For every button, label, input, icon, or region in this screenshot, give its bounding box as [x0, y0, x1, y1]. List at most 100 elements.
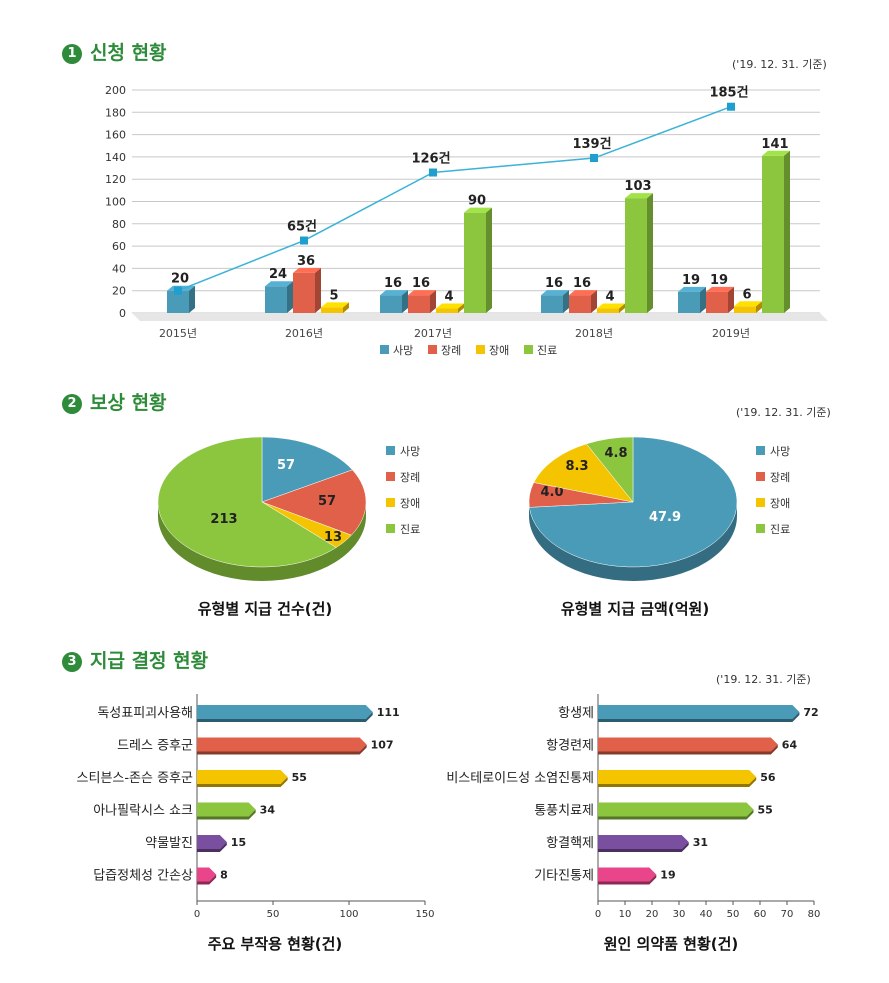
- bar-side-진료-2019년: [784, 150, 790, 313]
- bar-top-장례-2019년: [706, 286, 734, 292]
- category-label: 드레스 증후군: [117, 739, 193, 754]
- bar-장애-2016년: [321, 307, 343, 313]
- bar-shadow-항결핵제: [598, 842, 689, 852]
- bar-value-label: 72: [803, 706, 818, 719]
- bar-항생제: [598, 705, 800, 719]
- bar-side-사망-2018년: [563, 290, 569, 313]
- bar-top-장애-2016년: [321, 302, 349, 308]
- bar-side-장애-2018년: [619, 303, 625, 313]
- bar-shadow-답즙정체성 간손상: [197, 874, 217, 885]
- bar-side-장례-2016년: [315, 267, 321, 313]
- section-3-title-text: 지급 결정 현황: [90, 650, 209, 672]
- bar-top-사망-2017년: [380, 290, 408, 296]
- bar-장애-2017년: [436, 308, 458, 313]
- bar-value-label: 8: [220, 869, 228, 882]
- bar-value-label: 31: [693, 836, 708, 849]
- bar-top-진료-2019년: [762, 150, 790, 156]
- legend-label: 진료: [537, 344, 557, 357]
- bar-통풍치료제: [598, 802, 754, 817]
- bar-사망-2018년: [541, 295, 563, 313]
- x-tick-label: 0: [194, 909, 200, 920]
- bar-항결핵제: [598, 835, 689, 849]
- total-label: 139건: [572, 136, 611, 152]
- pie-value-label: 13: [324, 530, 342, 545]
- pie-slice-장애: [533, 443, 634, 503]
- total-label: 65건: [287, 219, 317, 235]
- section-2-asof: ('19. 12. 31. 기준): [736, 406, 831, 419]
- bar-top-장례-2017년: [408, 290, 436, 296]
- bar-value-label: 20: [171, 272, 189, 287]
- bar-약물발진: [197, 835, 227, 849]
- bar-진료-2017년: [464, 212, 486, 313]
- pie-value-label: 8.3: [565, 459, 588, 474]
- legend-label: 진료: [400, 523, 420, 536]
- section-3-number: 3: [62, 652, 82, 672]
- bar-shadow-아나필락시스 쇼크: [197, 809, 256, 820]
- bar-top-장례-2016년: [293, 267, 321, 273]
- category-label: 통풍치료제: [534, 804, 594, 819]
- bar-항경련제: [598, 737, 778, 752]
- legend-label: 장례: [441, 344, 461, 357]
- bar-side-사망-2015년: [189, 285, 195, 313]
- x-tick-label: 100: [339, 909, 358, 920]
- legend-label: 장례: [400, 471, 420, 484]
- bar-side-장례-2017년: [430, 290, 436, 313]
- y-tick-label: 60: [112, 240, 126, 253]
- bar-value-label: 36: [297, 254, 315, 269]
- legend-swatch: [428, 345, 437, 354]
- bar-side-장례-2018년: [591, 290, 597, 313]
- bar-side-장애-2017년: [458, 303, 464, 313]
- bar-장례-2016년: [293, 272, 315, 313]
- bar-value-label: 111: [377, 706, 400, 719]
- bar-장애-2018년: [597, 308, 619, 313]
- section-2-title-text: 보상 현황: [90, 392, 167, 414]
- total-marker: [174, 286, 182, 295]
- bar-value-label: 5: [329, 288, 338, 303]
- y-tick-label: 100: [105, 196, 126, 209]
- y-tick-label: 120: [105, 173, 126, 186]
- bar-top-장애-2019년: [734, 301, 762, 307]
- legend-label: 장애: [400, 497, 420, 510]
- bar-value-label: 90: [468, 194, 486, 209]
- bar-value-label: 56: [760, 771, 776, 784]
- bar-shadow-스티븐스-존슨 증후군: [197, 777, 288, 787]
- pie-value-label: 4.0: [540, 485, 563, 500]
- y-tick-label: 80: [112, 218, 126, 231]
- category-label: 독성표피괴사용해: [97, 706, 193, 721]
- bar-사망-2017년: [380, 295, 402, 313]
- bar-value-label: 107: [371, 739, 394, 752]
- x-tick-label: 80: [808, 909, 821, 920]
- total-label: 126건: [411, 151, 450, 167]
- section-3-title: 3 지급 결정 현황: [62, 646, 208, 673]
- pie2-caption: 유형별 지급 금액(억원): [560, 600, 710, 618]
- x-tick-label: 50: [267, 909, 280, 920]
- bar-shadow-비스테로이드성 소염진통제: [598, 777, 757, 787]
- pie-value-label: 57: [277, 458, 295, 473]
- section-1-title: 1 신청 현황: [62, 38, 167, 65]
- section-1-asof: ('19. 12. 31. 기준): [732, 58, 827, 71]
- y-tick-label: 0: [119, 307, 126, 320]
- category-label: 항결핵제: [546, 836, 594, 851]
- legend-label: 장애: [489, 344, 509, 357]
- bar-top-사망-2018년: [541, 290, 569, 296]
- bar-top-장례-2018년: [569, 290, 597, 296]
- bar-side-사망-2019년: [700, 286, 706, 313]
- x-tick-label: 2019년: [712, 327, 750, 340]
- category-label: 기타진통제: [534, 869, 594, 884]
- bar-장애-2019년: [734, 306, 756, 313]
- legend-label: 장애: [770, 497, 790, 510]
- bar-side-진료-2018년: [647, 193, 653, 313]
- x-tick-label: 2018년: [575, 327, 613, 340]
- bar-top-진료-2018년: [625, 193, 653, 199]
- bar-value-label: 16: [545, 276, 563, 291]
- pie-value-label: 57: [318, 494, 336, 509]
- bar-value-label: 16: [573, 276, 591, 291]
- category-label: 스티븐스-존슨 증후군: [77, 771, 194, 786]
- bar-value-label: 103: [624, 179, 651, 194]
- x-tick-label: 20: [646, 909, 659, 920]
- bar-비스테로이드성 소염진통제: [598, 770, 757, 784]
- bar-side-진료-2017년: [486, 207, 492, 313]
- pie-value-label: 213: [210, 512, 237, 527]
- x-tick-label: 60: [754, 909, 767, 920]
